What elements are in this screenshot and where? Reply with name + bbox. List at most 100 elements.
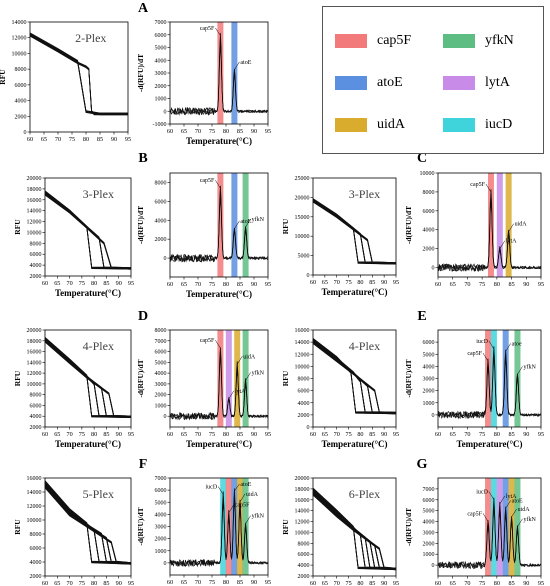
x-tick-label: 80 [91,580,97,586]
peak-arrow [215,340,221,349]
y-tick-label: 2000 [15,114,27,120]
derivative-curve [169,499,268,568]
y-tick-label: 16000 [27,350,42,356]
panel-label-E: E [417,309,426,324]
x-tick-label: 95 [125,136,131,143]
x-tick-label: 95 [393,580,399,586]
chart-panel-A: 60 65 70 75 80 85 90 95 -1000 0 1000 2000 3000 4000 50… [136,1,271,146]
peak-arrow [215,180,221,189]
y-tick-label: 10000 [27,230,42,236]
legend-label-cap5F: cap5F [377,33,412,48]
rfu-series-1 [29,35,128,115]
peak-label-yfkN: yfkN [523,516,536,523]
y-tick-label: 8000 [155,328,167,334]
x-tick-label: 75 [209,281,215,288]
peak-label-yfkN: yfkN [252,513,265,520]
legend-item-iucD: iucD [443,117,512,133]
y-tick-label: 1000 [423,552,435,558]
y-tick-label: 3000 [155,525,167,531]
x-tick-label: 60 [42,580,48,586]
x-tick-label: 95 [265,281,271,288]
x-tick-label: 95 [393,431,399,438]
peak-arrow [228,390,235,399]
legend-label-atoE: atoE [377,75,403,90]
x-tick-label: 80 [357,279,363,286]
x-tick-label: 80 [223,281,229,288]
derivative-curve [169,347,269,421]
peak-arrow [234,220,240,230]
y-tick-label: 8000 [30,532,42,538]
x-tick-label: 90 [381,431,387,438]
x-tick-label: 65 [450,580,456,586]
x-tick-label: 85 [237,128,243,135]
rfu-series-2 [44,194,132,270]
legend-item-cap5F: cap5F [335,33,411,49]
y-tick-label: 2000 [30,574,42,580]
x-tick-label: 85 [508,281,514,288]
y-tick-label: 3000 [155,382,167,388]
chart-title: 2-Plex [75,31,106,45]
y-tick-label: 15000 [295,215,310,221]
rfu-series-2 [312,201,397,265]
x-tick-label: 60 [310,580,316,586]
y-tick-label: 12000 [295,352,310,358]
x-tick-label: 90 [251,431,257,438]
x-tick-label: 65 [181,579,187,586]
x-tick-label: 60 [167,281,173,288]
x-tick-label: 75 [209,579,215,586]
band-cap5F [225,478,232,575]
y-tick-label: 8000 [30,241,42,247]
band-atoE [502,478,509,576]
y-tick-label: 12000 [27,504,42,510]
peak-arrow [236,356,243,365]
x-tick-label: 70 [195,431,201,438]
x-tick-label: 75 [209,431,215,438]
x-tick-label: 80 [83,136,89,143]
x-tick-label: 80 [494,580,500,586]
x-tick-label: 65 [450,281,456,288]
x-tick-label: 90 [251,281,257,288]
x-tick-label: 90 [251,128,257,135]
y-tick-label: 3000 [423,377,435,383]
peak-label-cap5F: cap5F [467,351,482,357]
peak-label-atoE: atoE [240,60,251,66]
peak-label-atoe: atoe [512,341,522,347]
y-tick-label: 0 [164,414,167,420]
band-iucD [490,478,497,576]
y-tick-label: 7000 [155,20,167,26]
x-tick-label: 65 [181,128,187,135]
y-axis-label: RFU [13,519,22,535]
peak-label-cap5F: cap5F [467,511,482,517]
band-cap5F [217,22,224,124]
band-cap5F [487,173,494,277]
chart-panel-rfu-8: 60 65 70 75 80 85 90 95 0 2000 4000 6000 8000 10000 12… [281,328,399,449]
peak-arrow [482,513,489,522]
x-tick-label: 75 [345,431,351,438]
chart-panel-D: 60 65 70 75 80 85 90 95 0 1000 2000 3000 4000 5000 600… [136,309,271,449]
plot-frame [437,172,542,278]
y-tick-label: 5000 [298,254,310,260]
rfu-series-1 [29,34,128,114]
y-tick-label: 6000 [423,498,435,504]
x-tick-label: 95 [128,431,134,438]
legend-item-lytA: lytA [443,75,510,91]
x-tick-label: 60 [435,281,441,288]
rfu-series-2 [312,201,397,265]
y-tick-label: 4000 [15,99,27,105]
x-tick-label: 75 [79,580,85,586]
x-tick-label: 80 [494,281,500,288]
y-tick-label: 0 [24,130,27,136]
x-tick-label: 80 [223,128,229,135]
y-tick-label: 2000 [30,425,42,431]
x-tick-label: 60 [167,431,173,438]
x-axis-label: Temperature(°C) [55,439,121,449]
peak-arrow [488,491,495,500]
y-tick-label: 0 [432,413,435,419]
x-tick-label: 80 [357,580,363,586]
peak-label-atoE: atoE [512,498,523,504]
x-axis-label: Temperature(°C) [321,439,387,449]
peak-arrow [508,223,514,232]
y-tick-label: 14000 [27,490,42,496]
band-lytA [496,173,503,277]
peak-arrow [511,508,517,518]
